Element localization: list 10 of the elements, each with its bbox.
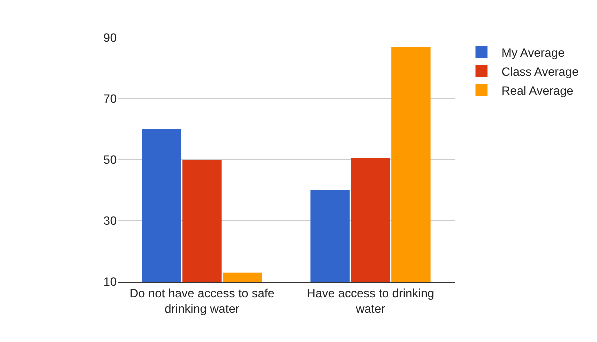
x-tick-label: Have access to drinking water xyxy=(307,286,434,316)
x-tick-label: Do not have access to safe drinking water xyxy=(130,286,275,316)
y-tick-label: 70 xyxy=(104,92,118,106)
legend-label: My Average xyxy=(502,46,566,60)
legend-label: Real Average xyxy=(502,84,574,98)
y-tick-label: 50 xyxy=(104,153,118,168)
y-tick-label: 90 xyxy=(104,31,118,46)
y-tick-label: 30 xyxy=(104,214,118,228)
y-tick-label: 10 xyxy=(104,275,118,290)
legend-label: Class Average xyxy=(502,65,580,80)
